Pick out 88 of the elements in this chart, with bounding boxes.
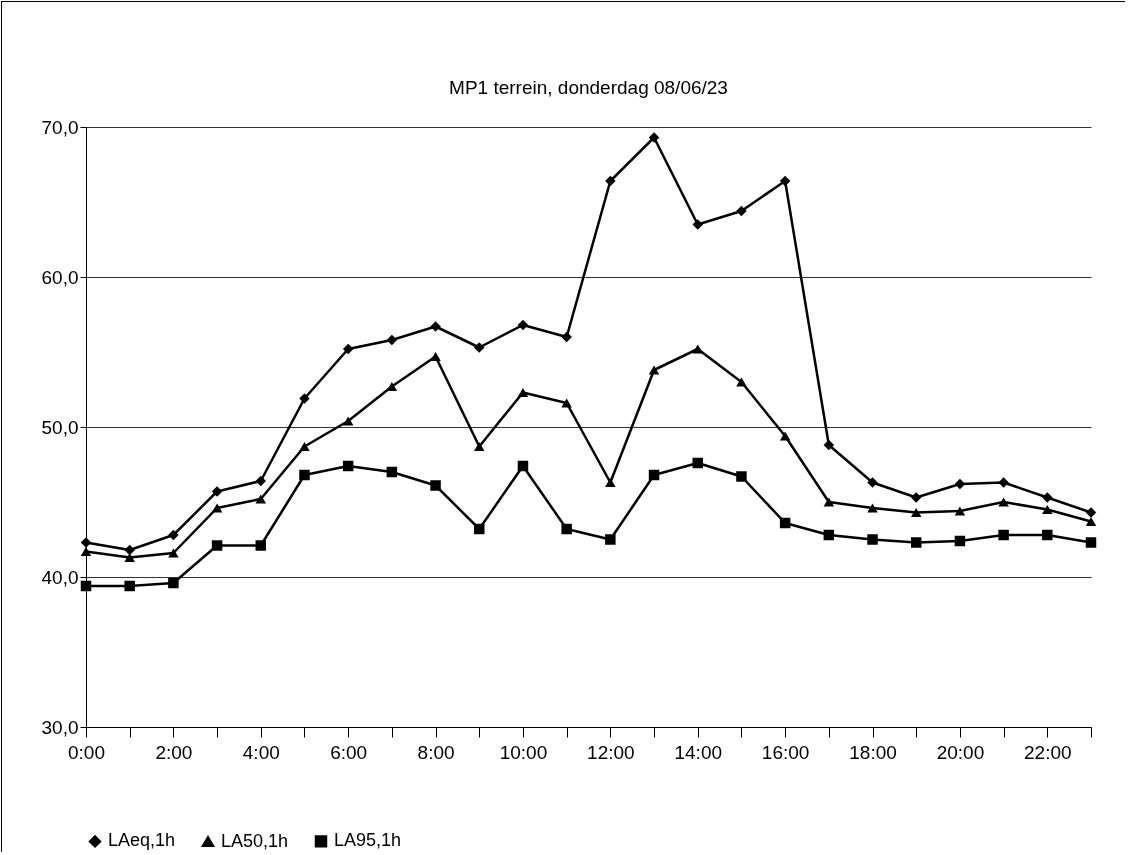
point: [299, 441, 310, 452]
point: [736, 471, 747, 482]
point: [648, 365, 660, 375]
point: [342, 343, 354, 355]
x-tick-label: 18:00: [849, 741, 897, 763]
point: [1042, 529, 1053, 541]
point: [168, 548, 179, 558]
point: [1042, 504, 1053, 515]
point: [648, 469, 660, 481]
legend-label: LA95,1h: [334, 830, 402, 851]
point: [474, 523, 485, 535]
point: [954, 506, 966, 516]
point: [605, 534, 616, 545]
x-tick-label: 20:00: [936, 741, 985, 763]
point: [779, 175, 791, 187]
point: [823, 439, 835, 451]
y-tick-label: 60,0: [41, 266, 79, 288]
point: [255, 494, 267, 504]
point: [736, 205, 747, 217]
point: [910, 537, 922, 548]
point: [561, 398, 572, 408]
x-tick-label: 16:00: [761, 741, 810, 763]
point: [474, 441, 485, 452]
point: [1085, 507, 1097, 518]
point: [342, 460, 354, 472]
point: [561, 331, 572, 343]
point: [910, 507, 922, 518]
point: [736, 377, 747, 387]
y-tick-label: 40,0: [41, 566, 79, 588]
point: [867, 477, 878, 488]
legend-label: LAeq,1h: [108, 830, 176, 851]
point: [648, 132, 660, 143]
x-tick-label: 0:00: [68, 741, 105, 763]
point: [299, 469, 310, 481]
point: [430, 321, 441, 332]
point: [430, 351, 441, 362]
point: [779, 517, 791, 529]
point: [998, 529, 1009, 541]
point: [910, 492, 922, 503]
point: [474, 342, 485, 353]
point: [342, 416, 354, 426]
point: [605, 477, 616, 488]
point: [517, 460, 529, 472]
point: [211, 503, 223, 513]
point: [1085, 516, 1097, 527]
x-tick-label: 12:00: [587, 741, 635, 763]
y-tick-label: 70,0: [41, 116, 79, 138]
legend-label: LA50,1h: [221, 830, 289, 851]
y-tick-label: 50,0: [41, 416, 79, 438]
x-tick-label: 10:00: [499, 741, 548, 763]
point: [779, 431, 791, 441]
x-tick-label: 4:00: [242, 741, 280, 763]
x-tick-label: 8:00: [417, 741, 455, 763]
chart-title: MP1 terrein, donderdag 08/06/23: [449, 77, 728, 98]
x-tick-label: 14:00: [674, 741, 723, 763]
point: [80, 546, 92, 557]
point: [998, 477, 1009, 488]
point: [168, 529, 179, 541]
point: [867, 503, 878, 513]
point: [299, 393, 310, 404]
point: [168, 577, 179, 589]
point: [517, 387, 529, 398]
x-tick-label: 6:00: [330, 741, 368, 763]
point: [80, 537, 92, 548]
point: [692, 344, 703, 354]
x-tick-label: 22:00: [1024, 741, 1072, 763]
point: [255, 540, 267, 551]
point: [561, 523, 572, 535]
x-tick-label: 2:00: [155, 741, 193, 763]
point: [867, 534, 878, 545]
point: [954, 535, 966, 547]
point: [998, 497, 1009, 507]
point: [823, 497, 835, 507]
point: [386, 334, 398, 346]
point: [211, 486, 223, 497]
point: [605, 175, 616, 187]
point: [517, 319, 529, 331]
point: [255, 475, 267, 487]
point: [386, 466, 398, 478]
point: [692, 219, 703, 230]
point: [1085, 537, 1097, 548]
point: [1042, 492, 1053, 503]
point: [430, 480, 441, 491]
y-tick-label: 30,0: [41, 716, 79, 738]
point: [692, 457, 703, 469]
point: [211, 540, 223, 551]
point: [823, 529, 835, 541]
point: [124, 580, 135, 592]
